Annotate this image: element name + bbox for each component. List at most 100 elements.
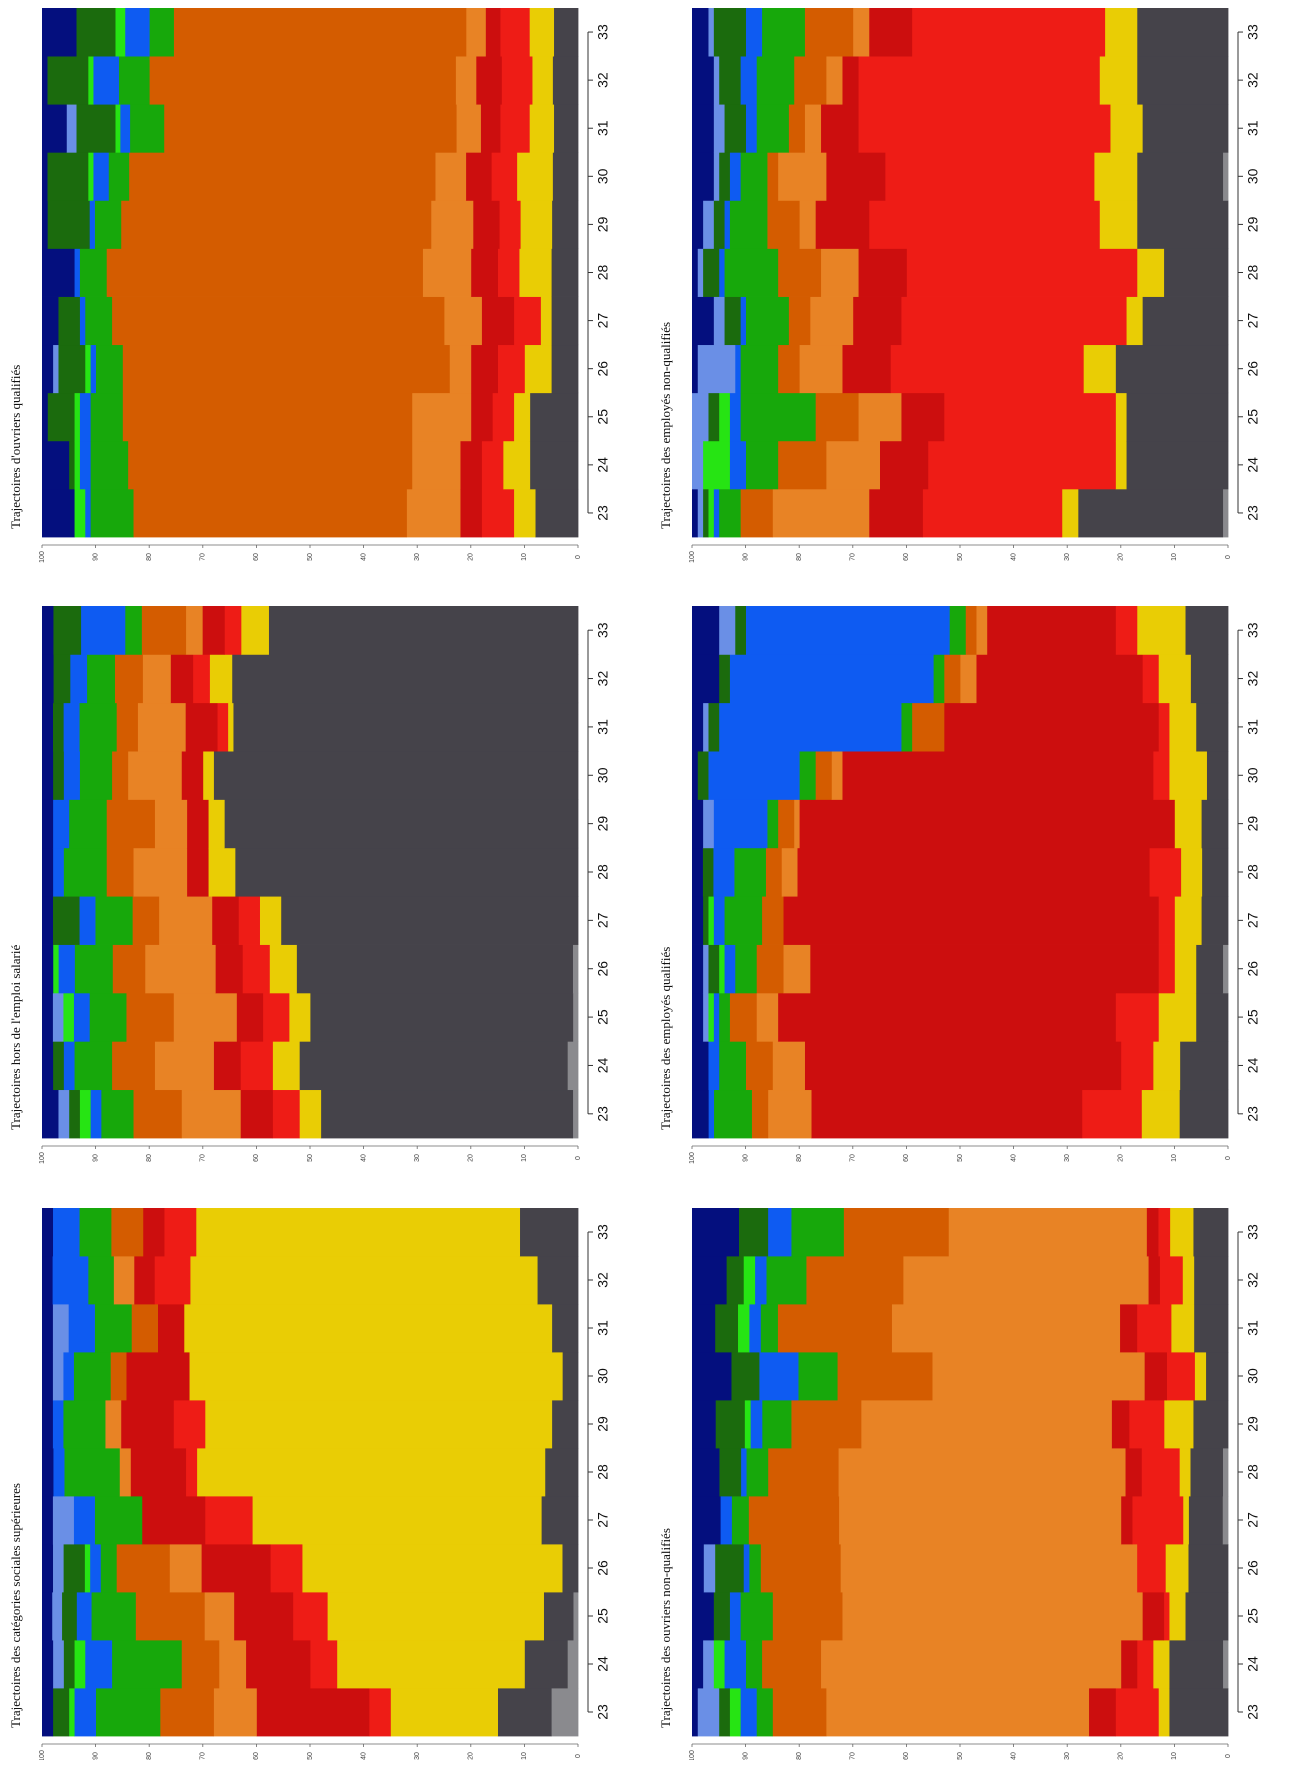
bar-segment-navy bbox=[692, 944, 704, 994]
bar-segment-orange bbox=[826, 56, 843, 105]
x-tick-label: 29 bbox=[595, 816, 611, 832]
bar-segment-navy bbox=[692, 1688, 698, 1737]
bar-segment-green bbox=[901, 702, 913, 752]
bar-segment-darkgreen bbox=[53, 654, 71, 704]
bar-segment-darkred bbox=[186, 799, 209, 849]
y-tick-label: 90 bbox=[742, 1752, 749, 1760]
bar-segment-green bbox=[724, 896, 763, 945]
x-tick-label: 33 bbox=[595, 1224, 611, 1240]
bar-segment-orange bbox=[948, 1208, 1147, 1257]
bar-segment-darkgray bbox=[544, 1448, 579, 1497]
y-tick-label: 0 bbox=[575, 555, 582, 559]
bar-segment-orange bbox=[840, 1544, 1138, 1593]
bar-segment-darkred bbox=[879, 440, 929, 490]
bar-segment-lime bbox=[74, 440, 80, 490]
bar-segment-lime bbox=[115, 8, 126, 57]
bar-segment-darkgreen bbox=[58, 296, 80, 346]
x-tick-label: 24 bbox=[1245, 1656, 1261, 1672]
y-tick-label: 80 bbox=[146, 553, 153, 561]
bar-segment-yellow bbox=[240, 606, 269, 655]
bar-segment-darkred bbox=[170, 654, 194, 704]
x-tick-label: 23 bbox=[1245, 1106, 1261, 1122]
bar-segment-yellow bbox=[1110, 104, 1143, 153]
bar-segment-darkorange bbox=[133, 488, 407, 538]
bar-segment-red bbox=[173, 1400, 206, 1449]
x-tick-label: 30 bbox=[595, 767, 611, 783]
bar-segment-navy bbox=[42, 1640, 54, 1689]
bar-segment-yellow bbox=[1182, 1496, 1189, 1545]
bar-segment-orange bbox=[213, 1688, 257, 1737]
x-tick-label: 28 bbox=[595, 1464, 611, 1480]
bar-segment-darkgreen bbox=[52, 751, 64, 800]
bar-segment-lime bbox=[74, 1640, 86, 1689]
chart-title: Trajectoires hors de l'emploi salarié bbox=[8, 945, 23, 1130]
x-tick-label: 24 bbox=[595, 457, 611, 473]
bar-segment-yellow bbox=[327, 1592, 544, 1641]
bar-segment-darkorange bbox=[765, 847, 782, 897]
bar-segment-darkgray bbox=[1193, 1208, 1229, 1257]
y-tick-label: 70 bbox=[850, 1752, 857, 1760]
bar-segment-darkgray bbox=[552, 56, 579, 105]
bar-segment-orange bbox=[154, 1041, 214, 1091]
bar-segment-lightblue bbox=[713, 104, 725, 153]
bar-segment-navy bbox=[692, 654, 720, 704]
bar-segment-orange bbox=[772, 488, 870, 538]
bar-segment-orange bbox=[777, 152, 827, 201]
bar-segment-lightblue bbox=[713, 56, 720, 105]
bar-segment-darkred bbox=[815, 200, 870, 249]
bar-segment-lightblue bbox=[697, 344, 736, 394]
bar-segment-yellow bbox=[1174, 799, 1202, 849]
y-tick-label: 40 bbox=[360, 1154, 367, 1162]
bar-segment-yellow bbox=[190, 1256, 538, 1305]
bar-segment-yellow bbox=[1152, 1041, 1181, 1091]
x-tick-label: 25 bbox=[595, 409, 611, 425]
bar-segment-blue bbox=[90, 1089, 102, 1139]
x-tick-label: 26 bbox=[1245, 361, 1261, 377]
bar-segment-orange bbox=[411, 392, 472, 442]
bar-segment-green bbox=[767, 799, 779, 849]
bar-segment-blue bbox=[745, 104, 757, 153]
bar-segment-lime bbox=[74, 488, 86, 538]
bar-segment-darkgreen bbox=[697, 751, 709, 800]
bar-segment-darkred bbox=[481, 296, 515, 346]
bar-segment-red bbox=[497, 248, 520, 297]
bar-segment-lime bbox=[52, 944, 59, 994]
bar-segment-darkgray bbox=[224, 799, 579, 849]
bar-segment-orange bbox=[169, 1544, 202, 1593]
bar-segment-orange bbox=[173, 992, 237, 1042]
bar-segment-green bbox=[68, 799, 107, 849]
x-tick-label: 32 bbox=[595, 72, 611, 88]
bar-segment-darkgray bbox=[233, 702, 579, 752]
y-tick-label: 70 bbox=[850, 1154, 857, 1162]
bar-segment-yellow bbox=[269, 944, 297, 994]
bar-segment-red bbox=[1136, 1640, 1154, 1689]
bar-segment-orange bbox=[767, 1089, 812, 1139]
x-tick-label: 26 bbox=[595, 361, 611, 377]
bar-segment-orange bbox=[127, 751, 182, 800]
bar-segment-red bbox=[240, 1041, 273, 1091]
y-tick-label: 50 bbox=[957, 1752, 964, 1760]
bar-segment-darkred bbox=[472, 200, 500, 249]
bar-segment-orange bbox=[804, 104, 822, 153]
bar-segment-navy bbox=[42, 200, 48, 249]
y-tick-label: 10 bbox=[1171, 553, 1178, 561]
bar-segment-blue bbox=[724, 1640, 746, 1689]
bar-segment-lime bbox=[87, 56, 94, 105]
bar-segment-darkgreen bbox=[738, 1208, 769, 1257]
bar-segment-navy bbox=[692, 344, 698, 394]
bar-segment-yellow bbox=[540, 296, 552, 346]
bar-segment-green bbox=[149, 8, 174, 57]
bar-segment-green bbox=[749, 1544, 761, 1593]
bar-segment-lightblue bbox=[713, 296, 725, 346]
bar-segment-navy bbox=[692, 1448, 720, 1497]
y-tick-label: 80 bbox=[146, 1154, 153, 1162]
bar-segment-darkorange bbox=[116, 702, 138, 752]
x-tick-label: 24 bbox=[595, 1656, 611, 1672]
bar-segment-green bbox=[740, 152, 768, 201]
bar-segment-blue bbox=[52, 1256, 89, 1305]
bar-segment-lightblue bbox=[51, 1592, 63, 1641]
bar-segment-navy bbox=[42, 992, 53, 1042]
bar-segment-lime bbox=[708, 896, 714, 945]
bar-segment-darkred bbox=[820, 104, 859, 153]
bar-segment-darkorange bbox=[116, 1544, 170, 1593]
